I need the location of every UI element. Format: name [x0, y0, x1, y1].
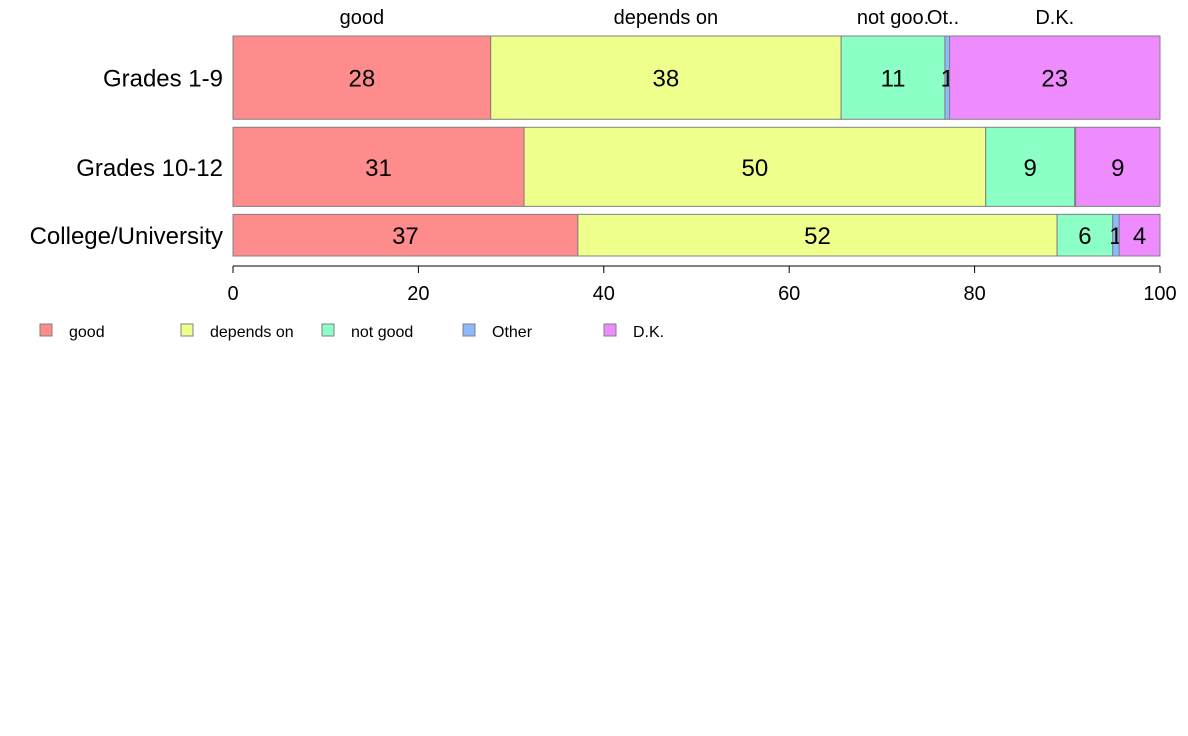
data-label: 50 [742, 155, 769, 182]
bar-segment [949, 35, 1161, 120]
legend: good depends on not good Other D.K. [39, 323, 664, 341]
top-segment-labels: good depends on not goo.Ot.. D.K. [340, 7, 1075, 29]
top-segment-label: good [340, 7, 385, 29]
data-label: 23 [1041, 66, 1068, 93]
category-label: College/University [30, 223, 223, 250]
legend-swatch [321, 323, 335, 337]
data-label: 9 [1024, 155, 1037, 182]
legend-label: Other [492, 324, 533, 341]
legend-label: D.K. [633, 324, 664, 341]
bar-segment [840, 35, 946, 120]
category-label: Grades 1-9 [103, 66, 223, 93]
legend-label: good [69, 324, 105, 341]
bar-segment [232, 126, 525, 207]
legend-swatch [180, 323, 194, 337]
bar-segment [985, 126, 1076, 207]
data-label: 31 [365, 155, 392, 182]
x-tick-label: 0 [227, 283, 238, 305]
top-segment-label: not goo. [857, 7, 929, 29]
top-segment-label: Ot.. [927, 7, 959, 29]
bar-segment [232, 213, 579, 257]
bar-row: 28 38 11 1 23 [232, 35, 1161, 120]
x-tick-label: 100 [1143, 283, 1176, 305]
legend-label: depends on [210, 324, 294, 341]
top-segment-label: depends on [614, 7, 719, 29]
bar-segment [1118, 213, 1161, 257]
legend-swatch [603, 323, 617, 337]
bar-segment [1075, 126, 1161, 207]
data-label: 6 [1078, 223, 1091, 250]
legend-item: depends on [180, 323, 294, 341]
legend-item: not good [321, 323, 413, 341]
category-label: Grades 10-12 [76, 155, 223, 182]
bar-row: 37 52 6 1 4 [232, 213, 1161, 257]
legend-label: not good [351, 324, 413, 341]
bar-segment [232, 35, 492, 120]
bar-row: 31 50 9 9 [232, 126, 1161, 207]
legend-swatch [39, 323, 53, 337]
data-label: 28 [349, 66, 376, 93]
data-label: 38 [653, 66, 680, 93]
x-tick-label: 80 [963, 283, 985, 305]
legend-swatch [462, 323, 476, 337]
bar-segment [490, 35, 842, 120]
data-label: 11 [881, 66, 906, 93]
legend-item: Other [462, 323, 533, 341]
bar-segment [523, 126, 987, 207]
data-label: 9 [1111, 155, 1124, 182]
x-tick-label: 40 [593, 283, 615, 305]
category-labels: Grades 1-9 Grades 10-12 College/University [30, 66, 223, 251]
x-axis: 0 20 40 60 80 100 [227, 265, 1177, 305]
bar-segment [577, 213, 1058, 257]
legend-item: good [39, 323, 105, 341]
data-label: 37 [392, 223, 419, 250]
x-tick-label: 60 [778, 283, 800, 305]
data-label: 4 [1133, 223, 1146, 250]
bar-segment [1056, 213, 1114, 257]
x-tick-label: 20 [407, 283, 429, 305]
data-label: 52 [804, 223, 831, 250]
top-segment-label: D.K. [1035, 7, 1074, 29]
legend-item: D.K. [603, 323, 664, 341]
